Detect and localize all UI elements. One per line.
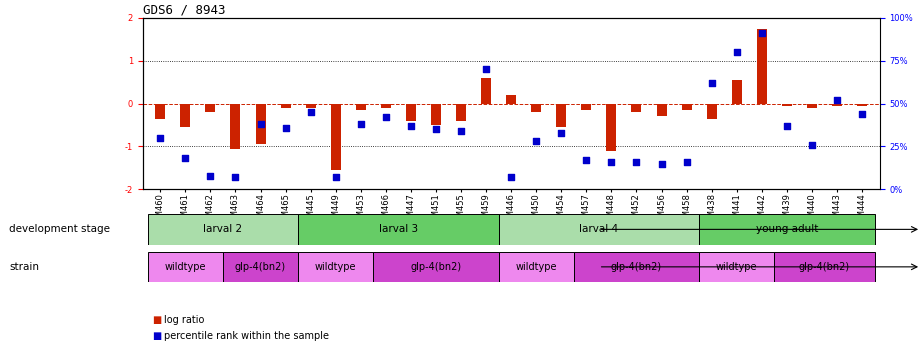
Bar <box>373 252 498 282</box>
Text: development stage: development stage <box>9 224 111 235</box>
Bar <box>581 104 591 110</box>
Bar <box>156 104 165 119</box>
Text: wildtype: wildtype <box>516 262 557 272</box>
Point <box>729 49 744 55</box>
Bar <box>507 95 516 104</box>
Bar <box>531 104 542 112</box>
Point <box>228 174 243 180</box>
Point <box>329 174 344 180</box>
Bar <box>699 214 875 245</box>
Point <box>454 128 469 134</box>
Bar <box>574 252 699 282</box>
Point <box>805 142 820 147</box>
Bar <box>205 104 216 112</box>
Bar <box>281 104 291 108</box>
Bar <box>306 104 316 108</box>
Bar <box>298 214 498 245</box>
Point <box>479 66 494 72</box>
Text: larval 4: larval 4 <box>579 224 618 235</box>
Bar <box>699 252 775 282</box>
Point <box>529 139 543 144</box>
Point <box>354 121 368 127</box>
Text: larval 3: larval 3 <box>379 224 418 235</box>
Text: wildtype: wildtype <box>315 262 356 272</box>
Point <box>830 97 845 103</box>
Point <box>428 126 443 132</box>
Text: ■: ■ <box>152 331 161 341</box>
Bar <box>481 78 491 104</box>
Text: glp-4(bn2): glp-4(bn2) <box>235 262 286 272</box>
Bar <box>255 104 265 144</box>
Text: ■: ■ <box>152 315 161 325</box>
Bar <box>331 104 341 170</box>
Point <box>203 173 217 178</box>
Point <box>178 156 192 161</box>
Bar <box>682 104 692 110</box>
Bar <box>147 252 223 282</box>
Point <box>654 161 669 166</box>
Bar <box>406 104 416 121</box>
Bar <box>832 104 842 106</box>
Bar <box>181 104 191 127</box>
Text: GDS6 / 8943: GDS6 / 8943 <box>143 4 226 17</box>
Bar <box>456 104 466 121</box>
Text: glp-4(bn2): glp-4(bn2) <box>411 262 461 272</box>
Bar <box>381 104 391 108</box>
Bar <box>298 252 373 282</box>
Point <box>403 123 418 129</box>
Bar <box>147 214 298 245</box>
Text: glp-4(bn2): glp-4(bn2) <box>611 262 662 272</box>
Point <box>278 125 293 130</box>
Bar <box>431 104 441 125</box>
Bar <box>775 252 875 282</box>
Point <box>855 111 869 117</box>
Bar <box>356 104 366 110</box>
Bar <box>731 80 741 104</box>
Text: strain: strain <box>9 262 40 272</box>
Bar <box>757 29 767 104</box>
Point <box>153 135 168 141</box>
Text: larval 2: larval 2 <box>204 224 242 235</box>
Point <box>504 174 519 180</box>
Point <box>303 109 318 115</box>
Point <box>705 80 719 86</box>
Point <box>579 157 594 163</box>
Text: wildtype: wildtype <box>716 262 757 272</box>
Bar <box>230 104 240 149</box>
Text: percentile rank within the sample: percentile rank within the sample <box>164 331 329 341</box>
Point <box>554 130 568 136</box>
Point <box>604 159 619 165</box>
Bar <box>606 104 616 151</box>
Bar <box>782 104 792 106</box>
Text: log ratio: log ratio <box>164 315 204 325</box>
Point <box>629 159 644 165</box>
Bar <box>498 214 699 245</box>
Bar <box>632 104 641 112</box>
Text: glp-4(bn2): glp-4(bn2) <box>799 262 850 272</box>
Bar <box>223 252 298 282</box>
Point <box>779 123 794 129</box>
Bar <box>857 104 867 106</box>
Text: young adult: young adult <box>755 224 818 235</box>
Bar <box>657 104 667 116</box>
Bar <box>807 104 817 108</box>
Bar <box>706 104 717 119</box>
Text: wildtype: wildtype <box>165 262 206 272</box>
Point <box>754 30 769 36</box>
Point <box>379 114 393 120</box>
Point <box>679 159 694 165</box>
Bar <box>556 104 566 127</box>
Bar <box>498 252 574 282</box>
Point <box>253 121 268 127</box>
